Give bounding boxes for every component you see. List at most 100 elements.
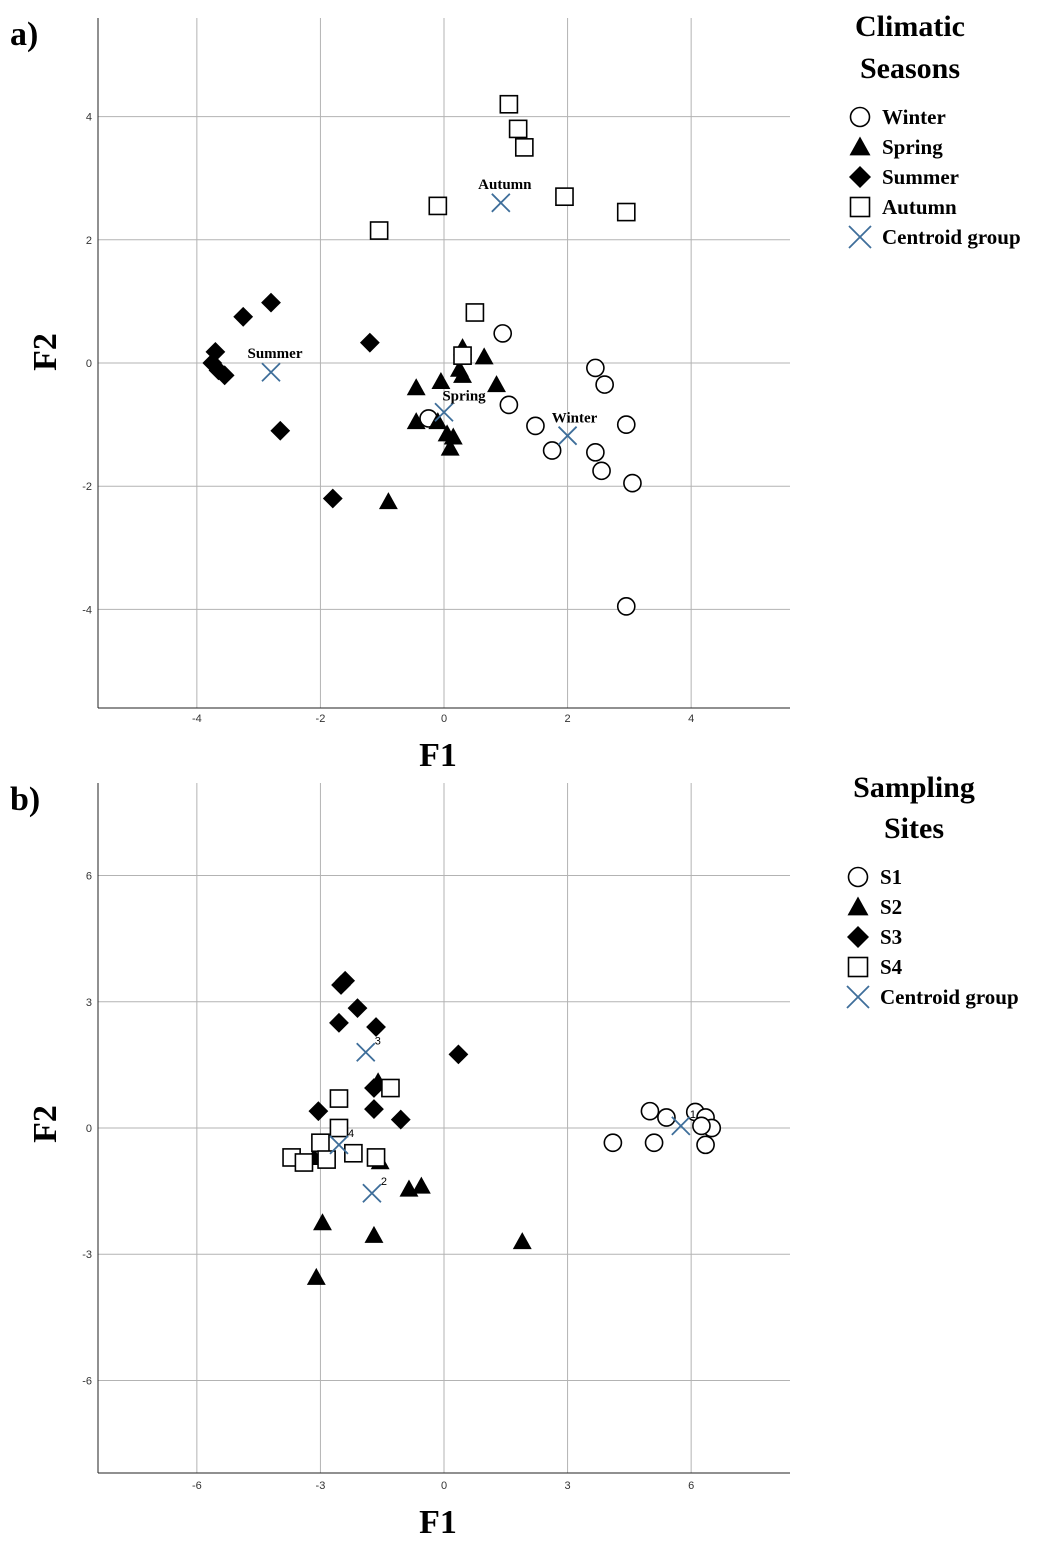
centroid-label: Summer [248,346,303,362]
y-tick-label: -4 [82,604,92,616]
data-point-circle [493,324,513,343]
legend-marker-triangle [847,896,869,916]
series-spring [378,338,506,510]
data-point-triangle [378,492,398,510]
data-point-circle [616,596,636,616]
data-point-triangle [512,1232,532,1250]
data-point-square [499,94,519,114]
series-autumn [369,94,636,365]
legend-entry: Winter [849,105,946,129]
data-point-diamond [270,420,291,441]
data-point-circle [526,416,545,436]
legend-label: Spring [882,135,943,159]
data-point-diamond [261,292,281,313]
legend-entry: Summer [849,165,959,189]
chart-panel-a: -4 -2 0 2 4 -4 -2 0 2 4 a) F1 F2 Autumn Summer Spring Wi… [10,16,790,774]
x-axis-title: F1 [419,737,457,774]
centroid-marker [491,193,511,213]
data-point-triangle [406,412,426,430]
centroid-marker [557,426,578,446]
legend-title: Sampling [853,771,975,804]
data-point-square [428,196,448,216]
data-point-triangle [411,1176,431,1194]
data-point-diamond [202,353,223,373]
series-winter [419,324,642,616]
legend-label: Centroid group [880,985,1019,1009]
data-point-diamond [364,1078,384,1098]
data-point-circle [640,1101,660,1121]
data-point-circle [657,1108,676,1127]
data-point-square [344,1143,363,1163]
data-point-triangle [440,438,460,456]
legend-marker-square [849,196,871,218]
centroid-label: Spring [442,388,486,404]
x-tick-label: 0 [441,713,447,725]
data-point-circle [616,415,636,434]
legend-title: Climatic [855,10,965,43]
legend-entry: S3 [847,925,902,949]
data-point-circle [603,1133,623,1153]
x-tick-label: -2 [316,713,326,725]
legend-entry: S4 [847,955,903,979]
x-tick-label: -4 [192,713,202,725]
data-point-square [329,1118,349,1138]
legend-label: S2 [880,895,902,919]
data-point-circle [499,395,519,415]
data-point-triangle [364,1225,384,1243]
legend-marker-square [847,956,869,978]
data-point-square [317,1150,336,1169]
x-tick-label: 4 [688,713,694,725]
data-point-diamond [308,1101,329,1122]
data-point-square [514,138,534,157]
y-tick-label: -2 [82,481,92,493]
data-point-square [366,1148,386,1167]
centroid-label: 2 [381,1176,387,1188]
centroid-marker [671,1116,691,1136]
legend-marker-circle [847,866,869,888]
x-tick-label: -3 [316,1480,326,1492]
y-tick-label: 0 [86,358,92,370]
legend-b: Sampling Sites S1 S2 S3 S4 Centroid group [846,771,1019,1009]
legend-marker-triangle [849,136,871,156]
data-point-triangle [453,365,472,383]
legend-marker-circle [849,106,871,128]
centroid-label: 3 [375,1035,381,1047]
y-axis-title: F2 [27,333,64,371]
legend-entry: S1 [847,865,902,889]
data-point-triangle [313,1213,332,1231]
data-point-square [369,221,389,240]
y-tick-label: 6 [86,871,92,883]
centroid-label: 1 [690,1109,696,1121]
data-point-diamond [205,342,226,362]
data-point-circle [644,1133,664,1153]
centroid-marker [362,1183,382,1203]
x-tick-label: -6 [192,1480,202,1492]
series-s1 [603,1101,722,1155]
data-point-diamond [322,488,343,509]
data-point-circle [595,375,614,394]
legend-a: Climatic Seasons Winter Spring Summer Autumn C… [848,10,1021,249]
y-tick-label: -3 [82,1249,92,1261]
data-point-triangle [406,378,426,396]
legend-entry: S2 [847,895,902,919]
legend-label: Autumn [882,195,957,219]
data-point-triangle [443,427,463,445]
data-point-circle [696,1135,715,1155]
y-tick-label: 2 [86,235,92,247]
data-point-circle [592,461,611,481]
data-point-square [311,1133,330,1153]
legend-title: Sites [884,812,944,845]
data-point-square [294,1153,314,1172]
data-point-circle [542,441,562,460]
data-point-diamond [347,998,368,1018]
panel-label: a) [10,16,38,53]
centroid-label: Autumn [478,177,532,193]
y-tick-label: 0 [86,1123,92,1135]
data-point-diamond [390,1109,411,1130]
panel-label: b) [10,781,40,818]
legend-label: S4 [880,955,903,979]
data-point-diamond [331,975,351,995]
legend-marker-cross [846,985,870,1009]
data-point-circle [623,473,642,493]
